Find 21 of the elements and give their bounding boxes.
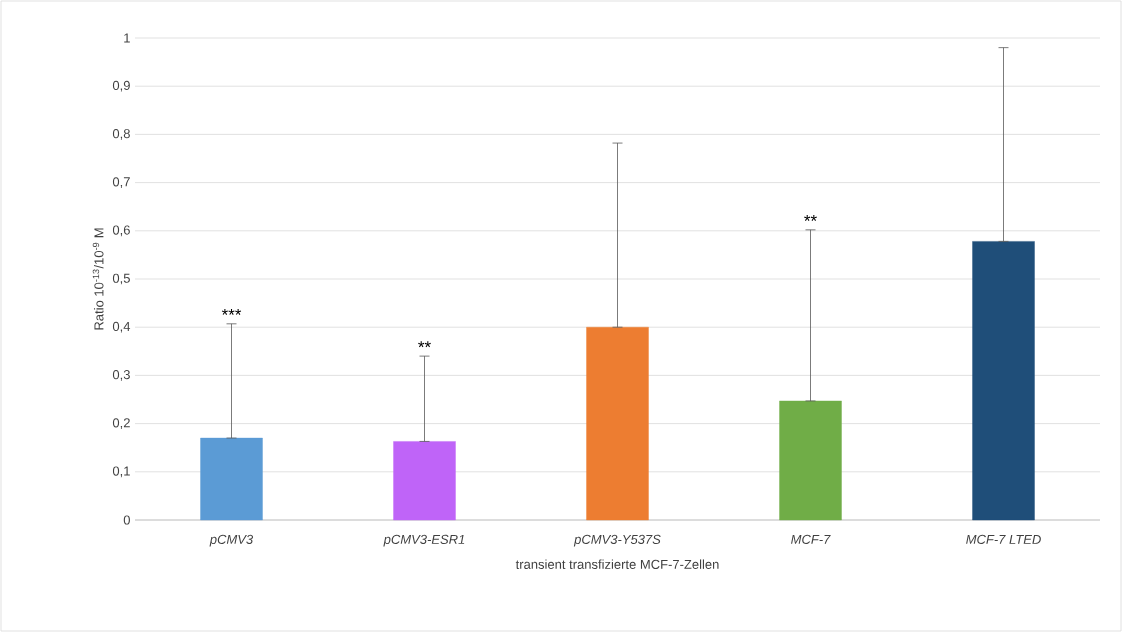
y-tick-label: 0,3 xyxy=(112,370,130,381)
y-tick-label: 0,9 xyxy=(112,80,130,92)
x-tick-label: MCF-7 xyxy=(791,534,831,544)
y-tick-label: 0,1 xyxy=(112,466,130,478)
x-tick-label: MCF-7 LTED xyxy=(966,534,1041,544)
x-axis-title: transient transfizierte MCF-7-Zellen xyxy=(515,559,719,569)
y-tick-label: 0,5 xyxy=(112,273,130,285)
y-tick-label: 0,7 xyxy=(112,177,130,188)
y-tick-label: 0,2 xyxy=(112,418,130,429)
y-axis-title: Ratio 10$^{-13}$/10$^{-9}$ M xyxy=(92,228,104,330)
annotation: ** xyxy=(804,214,817,221)
y-tick-label: 0,4 xyxy=(112,321,131,333)
y-tick-label: 0,8 xyxy=(112,129,130,140)
y-tick-label: 0 xyxy=(123,515,130,525)
y-tick-label: 0,6 xyxy=(112,225,130,237)
y-tick-label: 1 xyxy=(124,33,130,43)
x-tick-label: pCMV3-ESR1 xyxy=(383,534,465,547)
x-tick-label: pCMV3 xyxy=(209,534,254,547)
x-tick-label: pCMV3-Y537S xyxy=(573,534,661,547)
annotation: ** xyxy=(418,341,431,348)
annotation: *** xyxy=(221,308,242,315)
